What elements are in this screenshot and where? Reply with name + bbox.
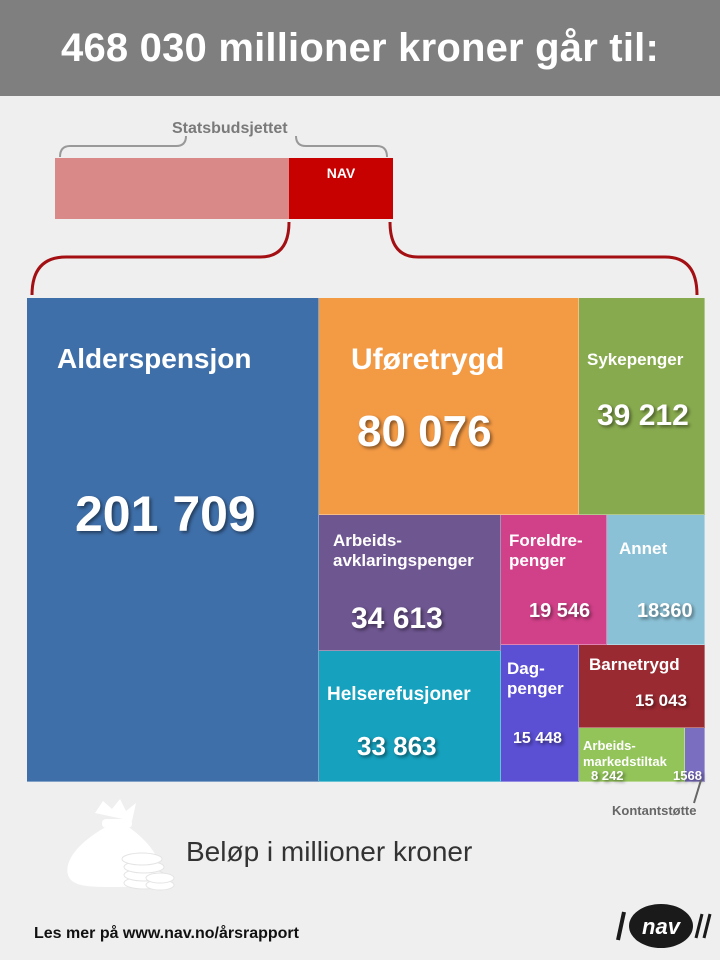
unit-note: Beløp i millioner kroner [186, 836, 473, 867]
annual-report-link[interactable]: Les mer på www.nav.no/årsrapport [34, 925, 299, 942]
treemap-tile-10: Arbeids- markedstiltak 8 242 [579, 728, 685, 783]
nav-segment-label: NAV [326, 165, 356, 181]
money-bag-icon [67, 799, 175, 891]
treemap-tile-1: Alderspensjon 201 709 [27, 298, 319, 782]
header: 468 030 millioner kroner går til: [0, 0, 720, 96]
budget-label: Statsbudsjettet [172, 120, 288, 137]
tile-value: 39 212 [597, 399, 689, 432]
tile-value: 1568 [673, 768, 702, 783]
tile-label: Dag- penger [507, 659, 564, 699]
treemap-tile-9: Barnetrygd 15 043 [579, 645, 705, 728]
tile-label: Foreldre- penger [509, 531, 583, 571]
treemap-tile-3: Sykepenger 39 212 [579, 298, 705, 515]
treemap-tile-11: 1568 [673, 728, 705, 783]
tile-label: Barnetrygd [589, 655, 680, 674]
nav-logo-icon: nav [616, 904, 712, 948]
tile-label: Alderspensjon [57, 343, 252, 374]
tile-value: 18360 [637, 600, 693, 622]
tile-value: 8 242 [591, 768, 624, 783]
tile-value: 34 613 [351, 602, 443, 635]
nav-logo-text: nav [642, 914, 682, 939]
treemap-tile-4: Arbeids- avklaringspenger 34 613 [319, 515, 501, 651]
tile-label: Annet [619, 539, 668, 558]
treemap-tile-8: Dag- penger 15 448 [501, 645, 579, 782]
kontantstotte-leader-line [693, 779, 702, 804]
tile-value: 15 043 [635, 691, 687, 710]
treemap-tile-7: Helserefusjoner 33 863 [319, 651, 501, 782]
tile-label: Uføretrygd [351, 343, 505, 376]
tile-value: 201 709 [75, 486, 256, 542]
kontantstotte-label: Kontantstøtte [612, 803, 697, 818]
budget-bar-nav: NAV [289, 158, 393, 219]
treemap-tile-5: Foreldre- penger 19 546 [501, 515, 607, 645]
tile-value: 15 448 [513, 730, 562, 747]
page-title: 468 030 millioner kroner går til: [61, 26, 659, 70]
tile-value: 33 863 [357, 731, 437, 761]
tile-label: Helserefusjoner [327, 684, 471, 705]
tile-value: 19 546 [529, 600, 591, 622]
treemap-tile-2: Uføretrygd 80 076 [319, 298, 579, 515]
tile-value: 80 076 [357, 407, 492, 456]
tile-label: Sykepenger [587, 350, 684, 369]
budget-bar-rest [55, 158, 289, 219]
budget-brackets [30, 135, 699, 296]
treemap-tile-6: Annet 18360 [607, 515, 705, 645]
tile-label: Arbeids- avklaringspenger [333, 531, 474, 571]
tile-label: Arbeids- markedstiltak [583, 738, 667, 769]
